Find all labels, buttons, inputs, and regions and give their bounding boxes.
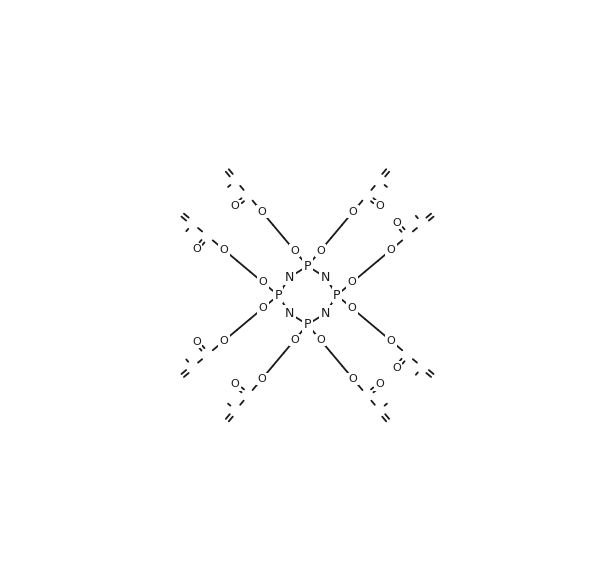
Text: O: O [290,335,299,345]
Text: O: O [376,201,384,211]
Text: O: O [386,336,395,346]
Text: O: O [220,336,229,346]
Text: N: N [285,271,294,284]
Text: O: O [192,244,201,254]
Text: N: N [321,307,330,320]
Text: O: O [316,335,325,345]
Text: O: O [257,374,266,384]
Text: O: O [192,337,201,346]
Text: O: O [257,207,266,217]
Text: O: O [290,246,299,256]
Text: O: O [231,379,239,390]
Text: P: P [274,289,282,302]
Text: O: O [348,303,356,313]
Text: O: O [316,246,325,256]
Text: O: O [349,374,358,384]
Text: O: O [392,363,401,373]
Text: N: N [321,271,330,284]
Text: O: O [386,245,395,255]
Text: O: O [259,277,267,287]
Text: O: O [392,218,401,228]
Text: O: O [259,303,267,313]
Text: O: O [231,201,239,211]
Text: O: O [220,245,229,255]
Text: O: O [376,379,384,390]
Text: P: P [304,260,311,273]
Text: N: N [285,307,294,320]
Text: O: O [348,277,356,287]
Text: P: P [333,289,341,302]
Text: P: P [304,318,311,331]
Text: O: O [349,207,358,217]
